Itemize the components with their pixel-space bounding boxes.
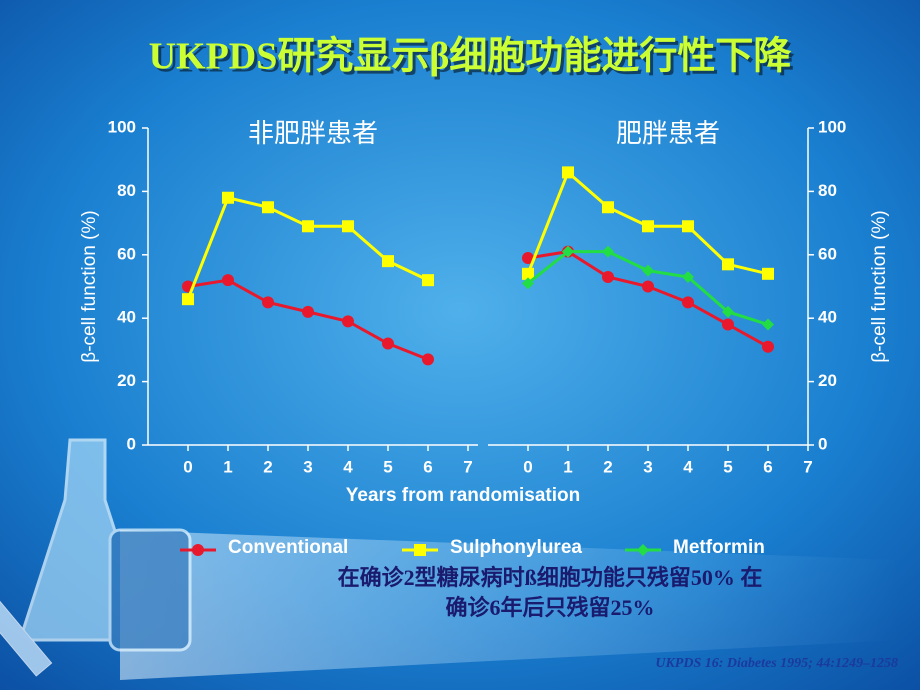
y-tick-label: 100	[108, 117, 136, 136]
marker	[642, 264, 654, 277]
x-tick-label: 4	[343, 457, 353, 476]
marker	[192, 544, 204, 556]
slide-title: UKPDS研究显示β细胞功能进行性下降	[149, 36, 792, 78]
marker	[522, 277, 534, 290]
x-tick-label: 1	[563, 457, 572, 476]
flask-illustration	[0, 438, 192, 677]
y-tick-label: 0	[818, 434, 827, 453]
marker	[562, 245, 574, 258]
marker	[762, 267, 774, 280]
marker	[562, 166, 574, 179]
note-line: 确诊6年后只残留25%	[445, 595, 654, 620]
marker	[302, 220, 314, 233]
glow	[120, 530, 900, 680]
legend-label: Metformin	[673, 537, 765, 558]
chart-title: 非肥胖患者	[248, 118, 378, 148]
marker	[522, 251, 534, 264]
marker	[682, 220, 694, 233]
marker	[382, 337, 394, 350]
x-axis-label: Years from randomisation	[346, 485, 580, 506]
y-axis-label: β-cell function (%)	[869, 210, 890, 362]
marker	[722, 305, 734, 318]
x-tick-label: 6	[763, 457, 772, 476]
x-tick-label: 5	[723, 457, 732, 476]
y-tick-label: 20	[818, 371, 837, 390]
marker	[602, 270, 614, 283]
legend-label: Conventional	[228, 537, 348, 558]
x-tick-label: 7	[463, 457, 472, 476]
marker	[302, 305, 314, 318]
y-axis-label: β-cell function (%)	[79, 210, 100, 362]
x-tick-label: 0	[183, 457, 192, 476]
x-tick-label: 7	[803, 457, 812, 476]
marker	[637, 544, 649, 556]
marker	[762, 318, 774, 331]
x-tick-label: 2	[603, 457, 612, 476]
x-tick-label: 0	[523, 457, 532, 476]
marker	[222, 191, 234, 204]
marker	[682, 296, 694, 309]
legend-label: Sulphonylurea	[450, 537, 582, 558]
marker	[722, 318, 734, 331]
y-tick-label: 80	[117, 181, 136, 200]
marker	[642, 220, 654, 233]
citation: UKPDS 16: Diabetes 1995; 44:1249–1258	[655, 656, 898, 671]
note-line: 在确诊2型糖尿病时ß细胞功能只残留50% 在	[338, 565, 763, 590]
marker	[682, 270, 694, 283]
marker	[382, 255, 394, 268]
y-tick-label: 0	[127, 434, 136, 453]
marker	[722, 258, 734, 271]
x-tick-label: 1	[223, 457, 232, 476]
marker	[422, 353, 434, 366]
y-tick-label: 100	[818, 117, 846, 136]
x-tick-label: 5	[383, 457, 392, 476]
y-tick-label: 40	[117, 308, 136, 327]
x-tick-label: 4	[683, 457, 693, 476]
marker	[182, 293, 194, 306]
marker	[602, 245, 614, 258]
marker	[262, 296, 274, 309]
x-tick-label: 2	[263, 457, 272, 476]
marker	[262, 201, 274, 214]
marker	[222, 274, 234, 287]
marker	[422, 274, 434, 287]
x-tick-label: 3	[303, 457, 312, 476]
marker	[342, 315, 354, 328]
marker	[602, 201, 614, 214]
x-tick-label: 6	[423, 457, 432, 476]
y-tick-label: 60	[117, 244, 136, 263]
marker	[522, 267, 534, 280]
marker	[762, 340, 774, 353]
y-tick-label: 80	[818, 181, 837, 200]
x-tick-label: 3	[643, 457, 652, 476]
y-tick-label: 40	[818, 308, 837, 327]
marker	[342, 220, 354, 233]
marker	[642, 280, 654, 293]
marker	[414, 544, 426, 556]
y-tick-label: 20	[117, 371, 136, 390]
chart-title: 肥胖患者	[616, 118, 720, 148]
title-shadow: UKPDS研究显示β细胞功能进行性下降	[152, 39, 795, 81]
y-tick-label: 60	[818, 244, 837, 263]
